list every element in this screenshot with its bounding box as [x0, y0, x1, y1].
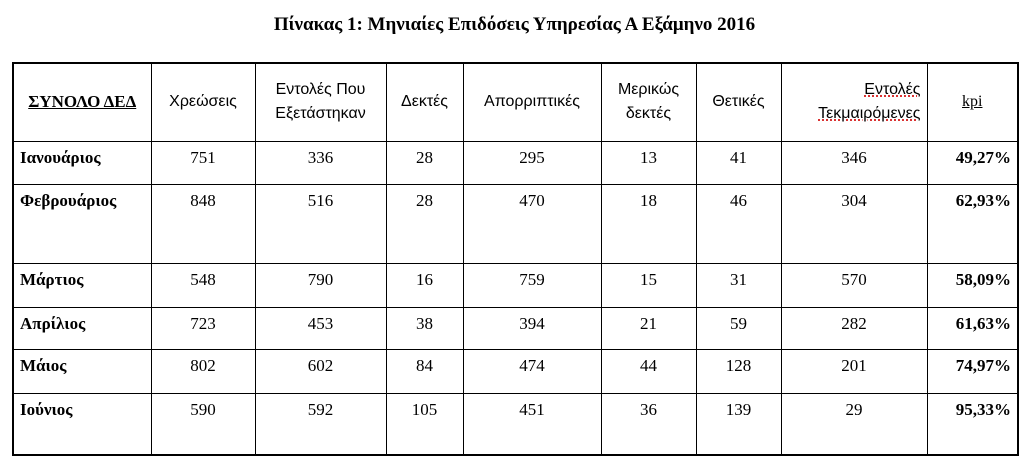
- value-cell: 548: [150, 262, 256, 308]
- value-cell: 570: [780, 262, 928, 308]
- value-cell: 474: [462, 348, 602, 394]
- column-header: ΣΥΝΟΛΟ ΔΕΔ: [12, 62, 152, 142]
- value-cell: 451: [462, 392, 602, 456]
- header-text: Εντολές Τεκμαιρόμενες: [818, 81, 921, 123]
- row-label: Απρίλιος: [12, 306, 152, 350]
- value-cell: 790: [254, 262, 387, 308]
- value-cell: 21: [600, 306, 697, 350]
- value-cell: 592: [254, 392, 387, 456]
- value-cell: 46: [695, 183, 782, 264]
- column-header: Μερικώς δεκτές: [600, 62, 697, 142]
- kpi-cell: 49,27%: [926, 140, 1019, 185]
- column-header: Απορριπτικές: [462, 62, 602, 142]
- value-cell: 13: [600, 140, 697, 185]
- row-label: Φεβρουάριος: [12, 183, 152, 264]
- value-cell: 28: [385, 140, 464, 185]
- value-cell: 848: [150, 183, 256, 264]
- value-cell: 516: [254, 183, 387, 264]
- value-cell: 346: [780, 140, 928, 185]
- header-text: Θετικές: [712, 93, 765, 111]
- header-row: ΣΥΝΟΛΟ ΔΕΔ Χρεώσεις Εντολές Που Εξετάστηκα…: [12, 62, 1019, 142]
- value-cell: 59: [695, 306, 782, 350]
- value-cell: 751: [150, 140, 256, 185]
- value-cell: 282: [780, 306, 928, 350]
- value-cell: 139: [695, 392, 782, 456]
- value-cell: 201: [780, 348, 928, 394]
- table-body: ΣΥΝΟΛΟ ΔΕΔ Χρεώσεις Εντολές Που Εξετάστηκα…: [12, 62, 1019, 456]
- value-cell: 336: [254, 140, 387, 185]
- column-header: Εντολές Που Εξετάστηκαν: [254, 62, 387, 142]
- value-cell: 470: [462, 183, 602, 264]
- value-cell: 128: [695, 348, 782, 394]
- data-table: ΣΥΝΟΛΟ ΔΕΔ Χρεώσεις Εντολές Που Εξετάστηκα…: [12, 62, 1019, 456]
- value-cell: 18: [600, 183, 697, 264]
- column-header: Δεκτές: [385, 62, 464, 142]
- value-cell: 29: [780, 392, 928, 456]
- column-header: Εντολές Τεκμαιρόμενες: [780, 62, 928, 142]
- header-text: Δεκτές: [401, 93, 448, 111]
- value-cell: 31: [695, 262, 782, 308]
- row-label: Μάιος: [12, 348, 152, 394]
- value-cell: 295: [462, 140, 602, 185]
- table-row: Ιανουάριος 751 336 28 295 13 41 346 49,27%: [12, 140, 1019, 185]
- table-row: Απρίλιος 723 453 38 394 21 59 282 61,63%: [12, 306, 1019, 350]
- kpi-cell: 95,33%: [926, 392, 1019, 456]
- header-text: Μερικώς δεκτές: [617, 81, 680, 123]
- value-cell: 590: [150, 392, 256, 456]
- kpi-cell: 74,97%: [926, 348, 1019, 394]
- table-row: Μάρτιος 548 790 16 759 15 31 570 58,09%: [12, 262, 1019, 308]
- header-text: ΣΥΝΟΛΟ ΔΕΔ: [28, 92, 137, 112]
- kpi-cell: 61,63%: [926, 306, 1019, 350]
- value-cell: 36: [600, 392, 697, 456]
- table-row: Φεβρουάριος 848 516 28 470 18 46 304 62,93%: [12, 183, 1019, 264]
- value-cell: 28: [385, 183, 464, 264]
- value-cell: 38: [385, 306, 464, 350]
- value-cell: 105: [385, 392, 464, 456]
- value-cell: 41: [695, 140, 782, 185]
- value-cell: 723: [150, 306, 256, 350]
- value-cell: 453: [254, 306, 387, 350]
- value-cell: 15: [600, 262, 697, 308]
- row-label: Ιούνιος: [12, 392, 152, 456]
- value-cell: 759: [462, 262, 602, 308]
- value-cell: 84: [385, 348, 464, 394]
- header-text: Χρεώσεις: [169, 93, 237, 111]
- column-header: Θετικές: [695, 62, 782, 142]
- row-label: Ιανουάριος: [12, 140, 152, 185]
- value-cell: 16: [385, 262, 464, 308]
- table-title: Πίνακας 1: Μηνιαίες Επιδόσεις Υπηρεσίας …: [273, 14, 756, 35]
- header-text: Απορριπτικές: [484, 93, 580, 111]
- value-cell: 304: [780, 183, 928, 264]
- kpi-cell: 58,09%: [926, 262, 1019, 308]
- column-header: kpi: [926, 62, 1019, 142]
- header-text: Εντολές Που Εξετάστηκαν: [275, 81, 366, 123]
- header-text: kpi: [962, 93, 983, 111]
- value-cell: 602: [254, 348, 387, 394]
- value-cell: 394: [462, 306, 602, 350]
- column-header: Χρεώσεις: [150, 62, 256, 142]
- table-row: Μάιος 802 602 84 474 44 128 201 74,97%: [12, 348, 1019, 394]
- value-cell: 802: [150, 348, 256, 394]
- value-cell: 44: [600, 348, 697, 394]
- kpi-cell: 62,93%: [926, 183, 1019, 264]
- row-label: Μάρτιος: [12, 262, 152, 308]
- table-row: Ιούνιος 590 592 105 451 36 139 29 95,33%: [12, 392, 1019, 456]
